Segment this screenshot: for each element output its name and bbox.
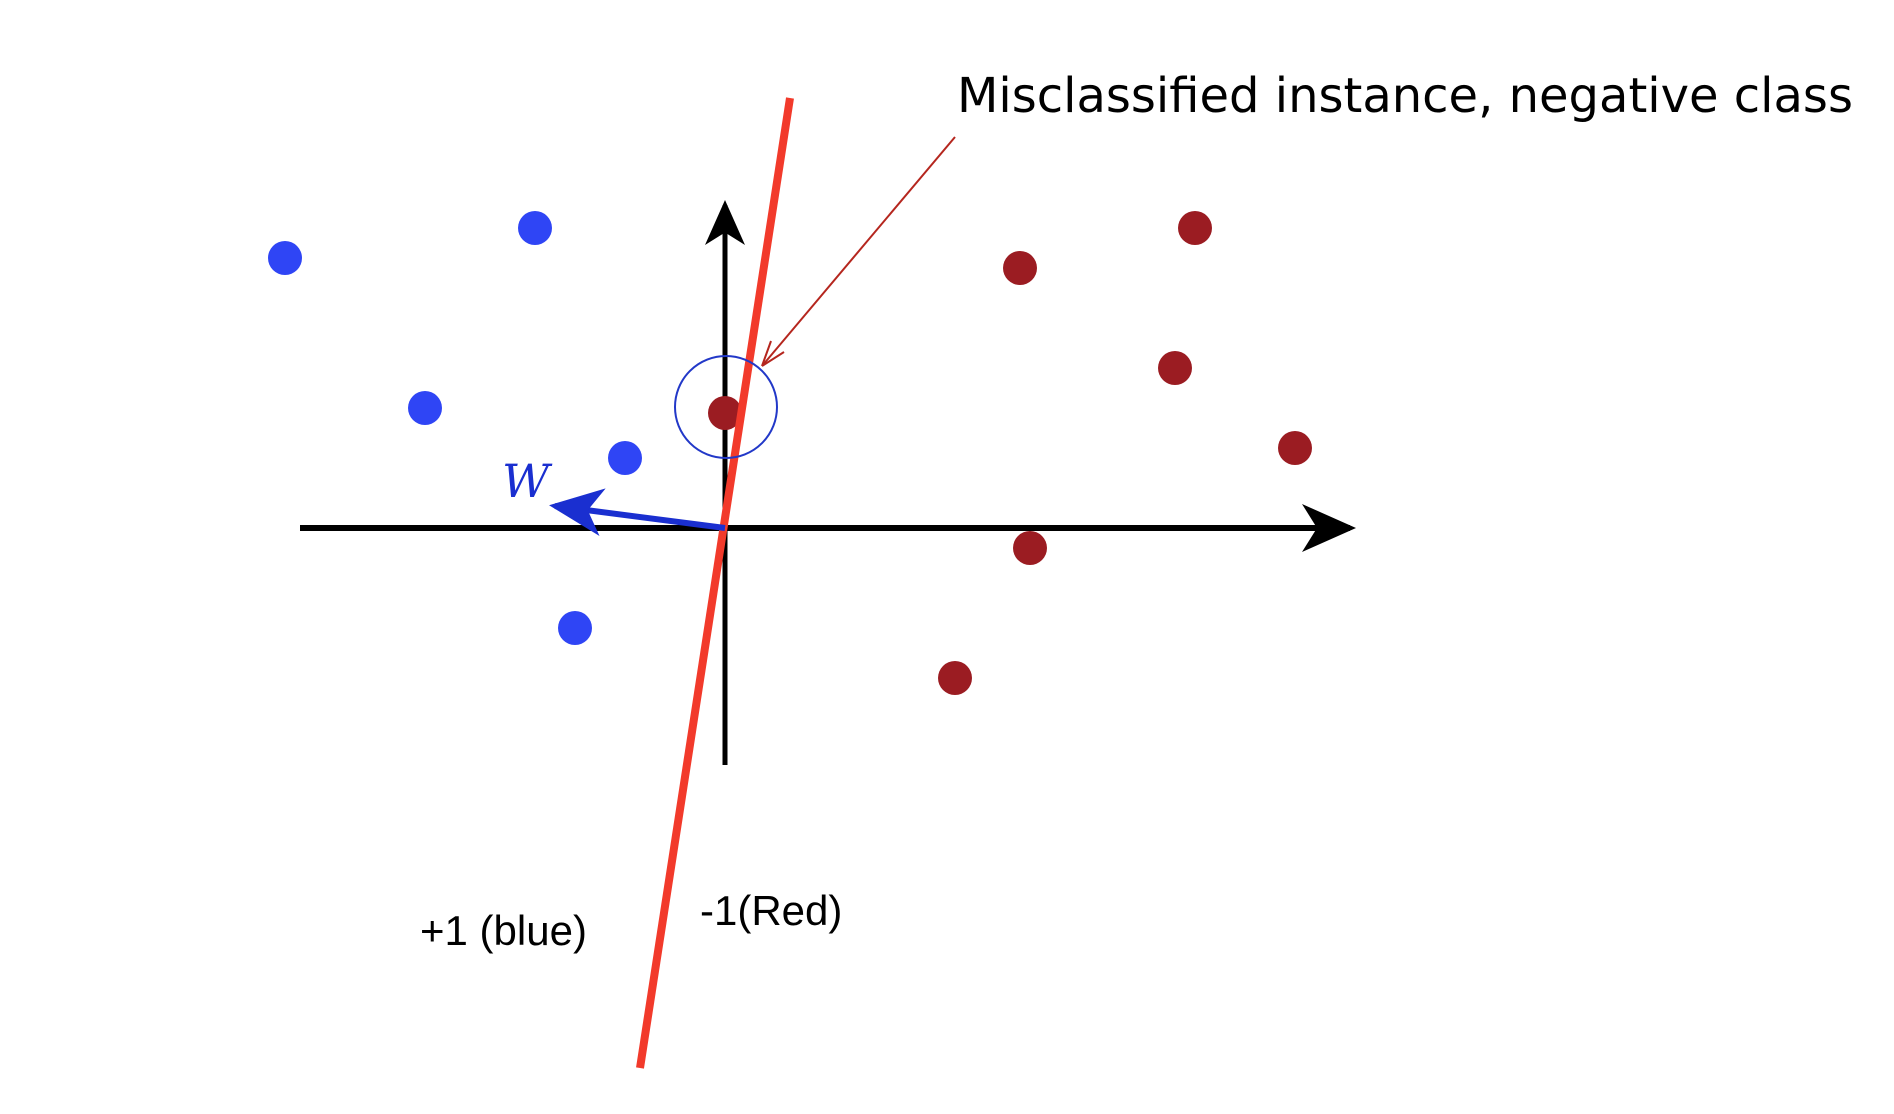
annotation-arrow: [761, 136, 956, 367]
positive-class-point: [518, 211, 552, 245]
decision-boundary-line: [636, 97, 794, 1069]
positive-class-point: [558, 611, 592, 645]
weight-vector-arrow: [549, 488, 726, 536]
negative-class-label: -1(Red): [700, 887, 842, 934]
positive-class-point: [268, 241, 302, 275]
positive-class-label: +1 (blue): [420, 907, 587, 954]
negative-class-point: [938, 661, 972, 695]
negative-class-point: [1158, 351, 1192, 385]
negative-class-point: [1013, 531, 1047, 565]
annotation-arrowhead: [761, 340, 785, 367]
positive-class-point: [608, 441, 642, 475]
negative-class-point: [1003, 251, 1037, 285]
data-points: [268, 211, 1312, 695]
negative-class-point: [1278, 431, 1312, 465]
annotation-text: Misclassified instance, negative class: [957, 68, 1853, 124]
negative-class-point: [708, 396, 742, 430]
weight-vector-label: W: [502, 454, 553, 508]
negative-class-point: [1178, 211, 1212, 245]
misclassified-highlight-circle: [674, 355, 778, 459]
positive-class-point: [408, 391, 442, 425]
